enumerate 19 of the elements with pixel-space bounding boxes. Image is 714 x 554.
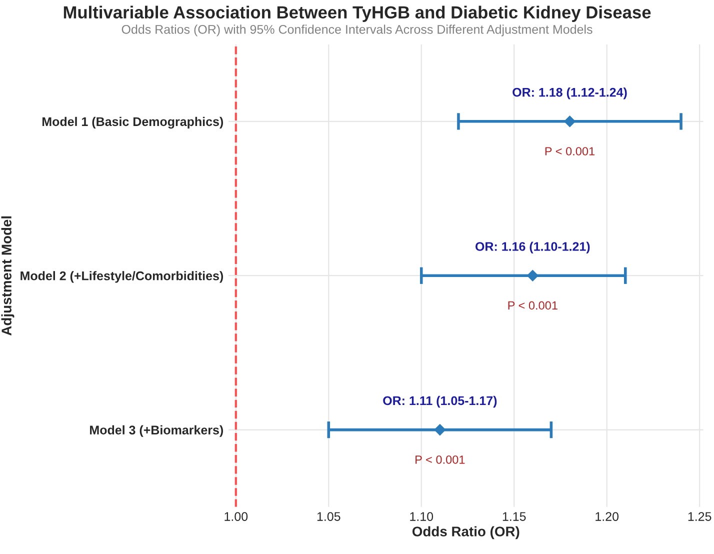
annotation: P < 0.001	[416, 455, 465, 464]
x-tick-label: 1.15	[502, 512, 526, 521]
x-tick-label: 1.20	[596, 512, 619, 521]
x-tick-label: 1.00	[224, 512, 248, 521]
chart-subtitle: Odds Ratios (OR) with 95% Confidence Intervals Across Different Adjustment Models	[122, 24, 592, 36]
annotation: P < 0.001	[508, 301, 558, 310]
chart-title: Multivariable Association Between TyHGB and Diabetic Kidney Disease	[64, 6, 651, 22]
y-tick-label: Model 1 (Basic Demographics)	[42, 116, 224, 129]
y-axis-title: Adjustment Model	[1, 216, 14, 336]
data-label: OR: 1.18 (1.12-1.24)	[512, 88, 627, 100]
y-tick-label: Model 2 (+Lifestyle/Comorbidities)	[20, 271, 224, 283]
annotation: P < 0.001	[545, 147, 595, 156]
data-label: OR: 1.11 (1.05-1.17)	[383, 396, 497, 408]
x-tick-label: 1.10	[410, 512, 434, 521]
x-tick-label: 1.05	[317, 512, 340, 521]
x-tick-label: 1.25	[688, 512, 712, 521]
y-tick-label: Model 3 (+Biomarkers)	[90, 425, 224, 437]
data-label: OR: 1.16 (1.10-1.21)	[476, 242, 590, 254]
x-axis-title: Odds Ratio (OR)	[412, 526, 520, 540]
